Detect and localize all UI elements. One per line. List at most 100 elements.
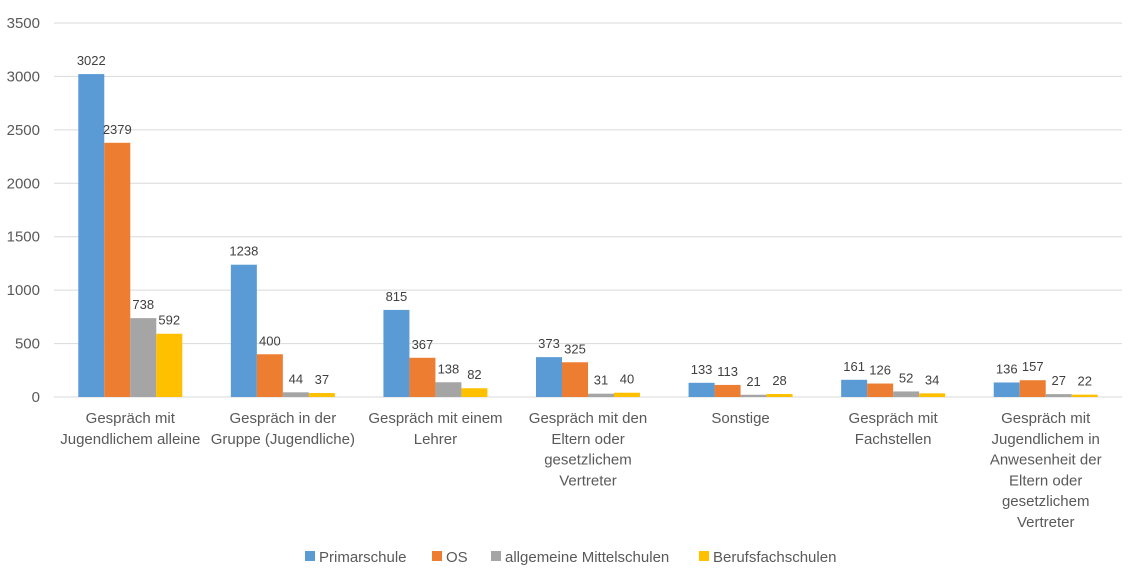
data-label: 126 xyxy=(869,363,891,378)
data-label: 34 xyxy=(925,372,939,387)
bar-berufsfachschulen xyxy=(461,388,488,397)
y-tick-label: 1000 xyxy=(7,282,40,299)
bar-os xyxy=(562,362,588,397)
gridlines xyxy=(54,22,1122,398)
data-label: 113 xyxy=(717,364,738,379)
x-axis: Gespräch mit Jugendlichem alleineGespräch… xyxy=(60,410,1101,531)
bar-berufsfachschulen xyxy=(156,333,183,397)
category-label: Sonstige xyxy=(711,410,769,427)
data-label: 1238 xyxy=(229,244,258,259)
bar-primarschule xyxy=(536,357,562,397)
legend-swatch xyxy=(432,551,442,561)
data-label: 133 xyxy=(691,362,713,377)
data-labels: 3022 1238 815 373 133 161 136 2379 400 367 325 113 1… xyxy=(77,53,1092,389)
bar-allgemeine-mittelschulen xyxy=(893,391,920,397)
bar-allgemeine-mittelschulen xyxy=(588,393,614,397)
data-label: 138 xyxy=(438,361,460,376)
category-label: Gespräch in der Gruppe (Jugendliche) xyxy=(211,410,355,448)
bar-primarschule xyxy=(993,382,1020,397)
category-label-line: Gespräch in der xyxy=(229,410,336,427)
category-label-line: Anwesenheit der xyxy=(990,452,1102,469)
category-label-line: Gespräch mit xyxy=(86,410,176,427)
data-label: 161 xyxy=(843,359,865,374)
bar-primarschule xyxy=(841,379,868,397)
bar-allgemeine-mittelschulen xyxy=(1045,394,1072,397)
data-label: 373 xyxy=(538,336,560,351)
category-label: Gespräch mit Jugendlichem in Anwesenheit d… xyxy=(990,410,1102,531)
y-tick-label: 0 xyxy=(32,389,40,406)
data-label: 325 xyxy=(564,341,586,356)
category-label-line: Lehrer xyxy=(414,431,457,448)
data-label: 52 xyxy=(899,370,913,385)
category-label: Gespräch mit Fachstellen xyxy=(849,410,939,448)
legend: Primarschule OS allgemeine Mittelschulen Be… xyxy=(305,549,836,566)
legend-swatch xyxy=(305,551,315,561)
category-label-line: gesetzlichem xyxy=(544,452,632,469)
bar-primarschule xyxy=(230,264,257,397)
y-axis: 0 500 1000 1500 2000 2500 3000 3500 xyxy=(7,15,40,406)
data-label: 31 xyxy=(594,373,608,388)
bar-allgemeine-mittelschulen xyxy=(130,318,157,397)
category-label-line: Jugendlichem alleine xyxy=(60,431,200,448)
category-label-line: Gespräch mit den xyxy=(529,410,647,427)
data-label: 22 xyxy=(1077,374,1091,389)
category-label-line: Sonstige xyxy=(711,410,769,427)
legend-label: OS xyxy=(446,549,468,566)
category-label-line: Fachstellen xyxy=(855,431,932,448)
bar-berufsfachschulen xyxy=(919,393,946,397)
legend-label: allgemeine Mittelschulen xyxy=(505,549,669,566)
bar-berufsfachschulen xyxy=(308,393,335,397)
y-tick-label: 3500 xyxy=(7,15,40,32)
data-label: 136 xyxy=(996,361,1018,376)
category-label-line: Vertreter xyxy=(1017,514,1075,531)
bar-primarschule xyxy=(688,382,715,397)
bar-os xyxy=(714,384,741,397)
category-label-line: Gespräch mit einem xyxy=(368,410,502,427)
legend-label: Primarschule xyxy=(319,549,407,566)
bar-os xyxy=(409,357,436,397)
bar-berufsfachschulen xyxy=(1071,394,1098,397)
data-label: 592 xyxy=(158,313,180,328)
legend-swatch xyxy=(699,551,709,561)
data-label: 28 xyxy=(772,373,786,388)
y-tick-label: 2000 xyxy=(7,175,40,192)
bar-allgemeine-mittelschulen xyxy=(740,394,767,397)
category-label-line: Gespräch mit xyxy=(849,410,939,427)
bar-berufsfachschulen xyxy=(614,392,640,397)
y-tick-label: 1500 xyxy=(7,229,40,246)
category-label-line: gesetzlichem xyxy=(1002,493,1090,510)
bar-berufsfachschulen xyxy=(766,394,793,397)
data-label: 815 xyxy=(386,289,408,304)
bar-os xyxy=(256,354,283,397)
data-label: 27 xyxy=(1051,373,1065,388)
data-label: 2379 xyxy=(103,122,132,137)
category-label: Gespräch mit einem Lehrer xyxy=(368,410,502,448)
data-label: 3022 xyxy=(77,53,106,68)
category-label-line: Eltern oder xyxy=(1009,472,1082,489)
data-label: 400 xyxy=(259,333,281,348)
data-label: 738 xyxy=(132,297,154,312)
y-tick-label: 3000 xyxy=(7,68,40,85)
y-tick-label: 2500 xyxy=(7,122,40,139)
data-label: 44 xyxy=(289,371,303,386)
data-label: 157 xyxy=(1022,359,1044,374)
data-label: 37 xyxy=(315,372,329,387)
bar-allgemeine-mittelschulen xyxy=(282,392,309,397)
bar-primarschule xyxy=(78,74,105,398)
legend-swatch xyxy=(491,551,501,561)
bar-os xyxy=(104,142,131,397)
category-label-line: Vertreter xyxy=(559,472,617,489)
bar-os xyxy=(867,383,894,397)
bar-os xyxy=(1019,380,1046,397)
category-label-line: Gruppe (Jugendliche) xyxy=(211,431,355,448)
data-label: 367 xyxy=(412,337,434,352)
category-label-line: Eltern oder xyxy=(551,431,624,448)
legend-label: Berufsfachschulen xyxy=(713,549,836,566)
category-label: Gespräch mit Jugendlichem alleine xyxy=(60,410,200,448)
category-label: Gespräch mit den Eltern oder gesetzlichem V… xyxy=(529,410,647,489)
bar-primarschule xyxy=(383,309,410,397)
data-label: 82 xyxy=(467,367,481,382)
data-label: 21 xyxy=(746,374,760,389)
data-label: 40 xyxy=(620,372,634,387)
